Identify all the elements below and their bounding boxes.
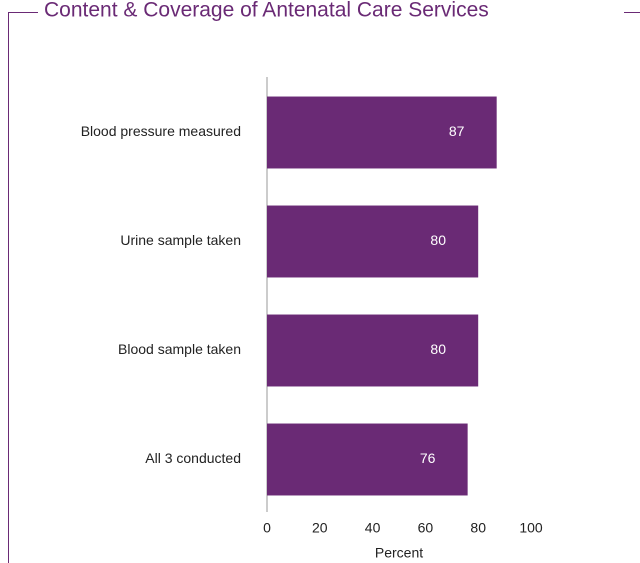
value-label: 80 [430,232,446,248]
value-label: 87 [449,123,465,139]
y-tick-label: All 3 conducted [145,450,241,466]
x-tick-label: 60 [418,520,434,536]
x-tick-label: 40 [365,520,381,536]
y-tick-label: Blood pressure measured [81,123,241,139]
bar [267,314,479,387]
y-tick-label: Blood sample taken [118,341,241,357]
x-tick-label: 80 [470,520,486,536]
value-label: 80 [430,341,446,357]
frame-border [8,12,38,563]
bar [267,96,497,169]
y-tick-label: Urine sample taken [120,232,241,248]
chart-title: Content & Coverage of Antenatal Care Ser… [44,0,489,22]
x-tick-label: 0 [263,520,271,536]
bar [267,423,468,496]
bar [267,205,479,278]
x-tick-label: 20 [312,520,328,536]
value-label: 76 [420,450,436,466]
x-axis-label: Percent [375,545,423,561]
x-tick-label: 100 [519,520,543,536]
